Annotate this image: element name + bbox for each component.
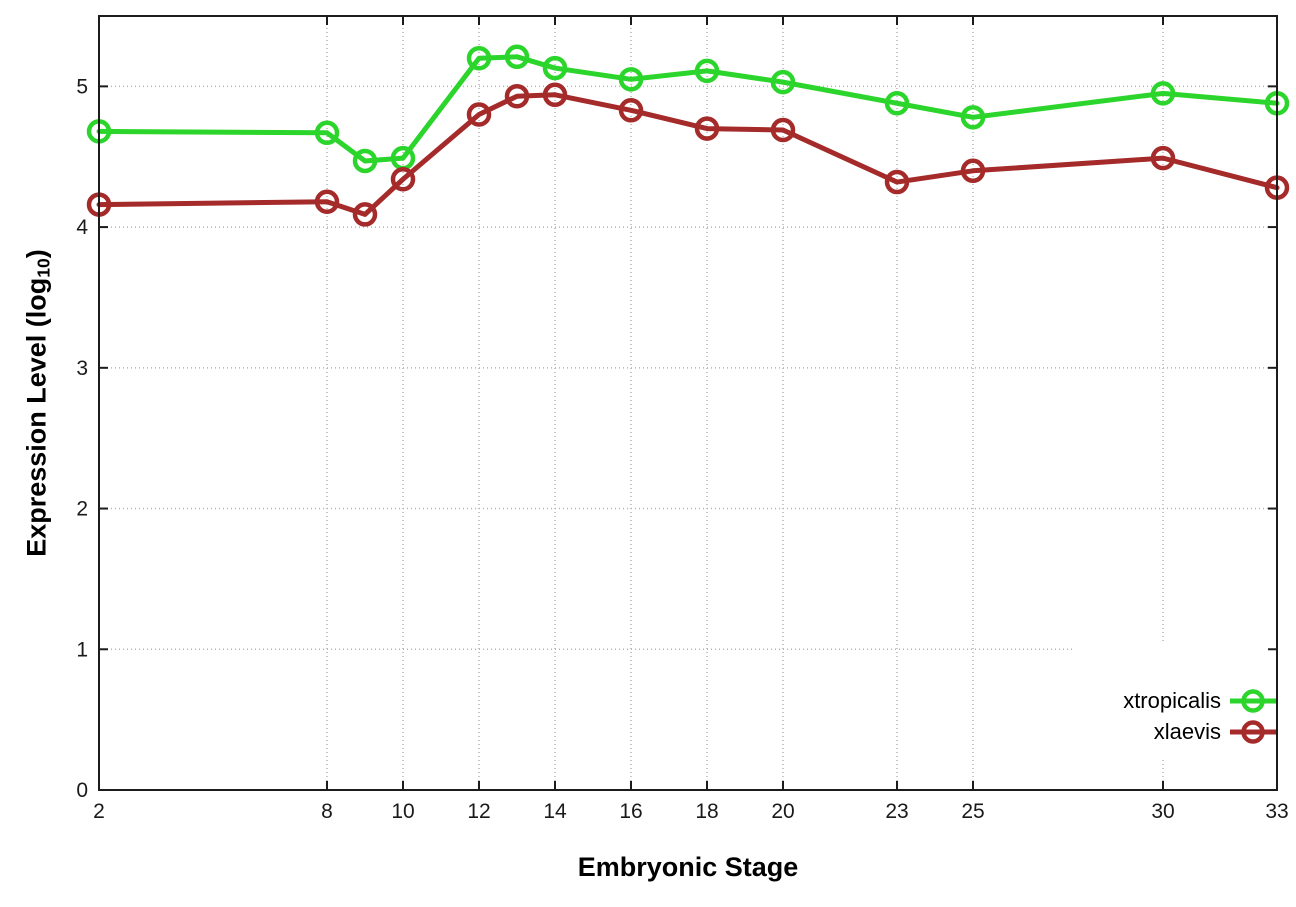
legend-entry-xlaevis: xlaevis (1123, 716, 1276, 747)
data-point-xtropicalis (884, 91, 910, 116)
x-axis-title: Embryonic Stage (577, 852, 799, 882)
legend-label-xlaevis: xlaevis (1153, 718, 1221, 744)
y-axis-title: Expression Level (log10) (21, 249, 54, 557)
data-point-xlaevis (960, 158, 986, 184)
data-point-xlaevis (466, 102, 492, 127)
data-point-xlaevis (542, 82, 568, 108)
data-point-xtropicalis (466, 45, 492, 71)
x-tick-label: 33 (1265, 800, 1288, 823)
y-tick-label: 3 (76, 357, 88, 380)
series-line-xlaevis (96, 92, 1280, 217)
y-tick-label: 5 (76, 75, 88, 98)
x-tick-label: 12 (467, 800, 490, 823)
data-point-xtropicalis (542, 55, 568, 81)
y-tick-label: 2 (76, 498, 88, 521)
data-point-xlaevis (352, 202, 378, 227)
y-axis-title-subscript: 10 (33, 258, 54, 278)
x-tick-label: 14 (543, 800, 567, 823)
data-point-xlaevis (1150, 145, 1176, 171)
data-point-xtropicalis (1150, 81, 1176, 106)
x-tick-label: 23 (885, 800, 908, 823)
data-point-xlaevis (504, 83, 530, 109)
data-point-xtropicalis (314, 120, 340, 146)
y-axis-title-text: Expression Level (log (21, 277, 52, 557)
legend-circle-xlaevis (1241, 719, 1265, 744)
x-tick-label: 25 (961, 800, 984, 823)
data-point-xtropicalis (770, 69, 796, 95)
data-point-xtropicalis (504, 44, 530, 70)
x-tick-label: 16 (619, 800, 642, 823)
data-point-xlaevis (314, 189, 340, 215)
y-tick-label: 1 (76, 638, 88, 661)
plot-border (98, 15, 1278, 791)
legend-circle-xtropicalis (1241, 688, 1265, 713)
data-point-xtropicalis (694, 58, 720, 84)
x-tick-label: 10 (391, 800, 414, 823)
data-point-xtropicalis (960, 105, 986, 130)
data-point-xlaevis (618, 98, 644, 123)
legend: xtropicalis xlaevis (1123, 685, 1276, 747)
data-point-xlaevis (694, 116, 720, 141)
data-point-xtropicalis (618, 67, 644, 92)
x-tick-label: 18 (695, 800, 718, 823)
data-point-xlaevis (390, 166, 416, 192)
series-line-xtropicalis (96, 54, 1280, 164)
x-tick-label: 8 (321, 800, 333, 823)
data-point-xtropicalis (352, 148, 378, 174)
legend-marker-xtropicalis (1230, 688, 1276, 713)
data-point-xlaevis (770, 117, 796, 143)
x-tick-label: 2 (93, 800, 105, 823)
y-tick-label: 0 (76, 779, 88, 802)
x-tick-label: 20 (771, 800, 794, 823)
legend-entry-xtropicalis: xtropicalis (1123, 685, 1276, 716)
x-tick-label: 30 (1151, 800, 1174, 823)
data-point-xlaevis (884, 169, 910, 195)
legend-label-xtropicalis: xtropicalis (1123, 687, 1221, 713)
y-tick-label: 4 (76, 216, 88, 239)
legend-marker-xlaevis (1230, 719, 1276, 744)
